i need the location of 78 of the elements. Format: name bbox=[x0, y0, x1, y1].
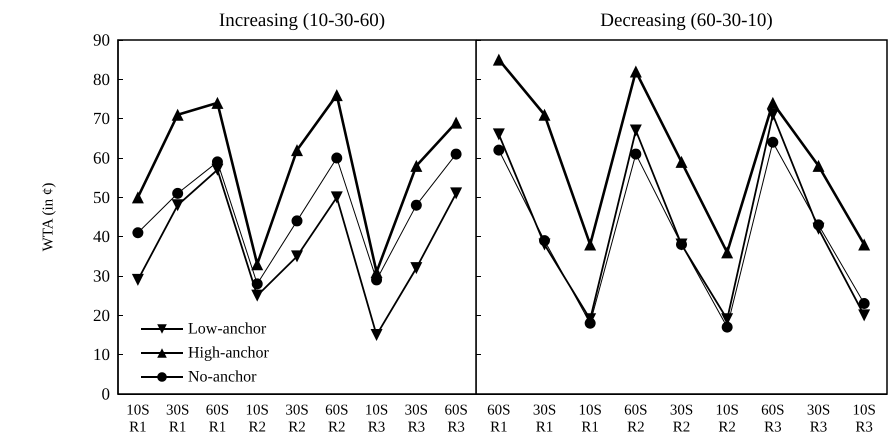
x-tick-label: 60S R3 bbox=[444, 402, 468, 436]
point bbox=[722, 322, 733, 333]
point bbox=[493, 144, 504, 156]
point bbox=[767, 136, 778, 148]
y-tick-label: 80 bbox=[93, 70, 110, 89]
x-tick-label: 10S R3 bbox=[852, 402, 876, 436]
chart-title: Decreasing (60-30-10) bbox=[600, 10, 773, 31]
y-tick-label: 60 bbox=[93, 148, 110, 168]
x-tick-label: 30S R3 bbox=[806, 402, 830, 436]
legend-label: No-anchor bbox=[188, 368, 258, 386]
point bbox=[410, 200, 422, 211]
point bbox=[330, 89, 343, 102]
point bbox=[676, 156, 688, 168]
point bbox=[813, 219, 824, 230]
point bbox=[211, 96, 224, 109]
point bbox=[172, 199, 184, 212]
point bbox=[539, 235, 550, 246]
y-tick-label: 10 bbox=[93, 345, 110, 364]
x-tick-label: 60S R1 bbox=[487, 402, 511, 436]
point bbox=[492, 128, 505, 140]
point bbox=[450, 116, 462, 129]
y-axis-title: WTA (in ¢) bbox=[40, 182, 56, 252]
point bbox=[766, 96, 779, 109]
point bbox=[538, 108, 550, 121]
y-tick-label: 70 bbox=[93, 109, 110, 128]
x-tick-label: 10S R3 bbox=[364, 402, 388, 436]
y-tick-label: 20 bbox=[93, 306, 110, 325]
point bbox=[292, 215, 302, 226]
point bbox=[766, 108, 779, 121]
point bbox=[330, 191, 343, 204]
point bbox=[172, 108, 184, 121]
y-tick-label: 90 bbox=[93, 30, 110, 50]
x-tick-label: 60S R2 bbox=[624, 402, 648, 436]
point bbox=[251, 290, 264, 302]
point bbox=[410, 160, 422, 172]
point bbox=[291, 250, 303, 262]
y-tick-label: 0 bbox=[102, 384, 110, 404]
point bbox=[858, 309, 870, 322]
point bbox=[132, 274, 144, 286]
point bbox=[252, 278, 263, 290]
point bbox=[450, 148, 462, 160]
point bbox=[132, 227, 144, 238]
point bbox=[858, 298, 870, 310]
x-tick-label: 60S R2 bbox=[325, 402, 348, 436]
x-tick-label: 30S R2 bbox=[670, 402, 694, 436]
x-tick-label: 10S R2 bbox=[715, 402, 739, 436]
x-tick-label: 10S R1 bbox=[578, 402, 602, 436]
x-tick-label: 10S R1 bbox=[126, 402, 150, 436]
point bbox=[584, 238, 596, 251]
point bbox=[630, 65, 642, 78]
x-tick-label: 30S R1 bbox=[166, 402, 190, 436]
x-tick-label: 60S R1 bbox=[206, 402, 230, 436]
point bbox=[812, 160, 824, 172]
y-tick-label: 30 bbox=[93, 266, 110, 286]
point bbox=[291, 144, 303, 156]
x-tick-label: 30S R3 bbox=[404, 402, 428, 436]
point bbox=[450, 187, 462, 200]
x-tick-label: 10S R2 bbox=[246, 402, 269, 436]
x-tick-label: 60S R3 bbox=[761, 402, 785, 436]
point bbox=[251, 258, 264, 270]
point bbox=[630, 124, 642, 136]
point bbox=[492, 54, 505, 66]
y-tick-label: 40 bbox=[93, 227, 110, 246]
legend-label: Low-anchor bbox=[188, 320, 267, 338]
chart-title: Increasing (10-30-60) bbox=[218, 10, 386, 31]
point bbox=[410, 262, 422, 274]
y-tick-label: 50 bbox=[93, 188, 110, 207]
point bbox=[584, 318, 596, 329]
point bbox=[172, 188, 184, 199]
point bbox=[858, 238, 870, 251]
x-tick-label: 30S R1 bbox=[532, 402, 556, 436]
legend-label: High-anchor bbox=[188, 344, 270, 362]
point bbox=[132, 191, 144, 204]
point bbox=[331, 152, 342, 164]
point bbox=[721, 246, 734, 258]
point bbox=[630, 148, 642, 160]
x-tick-label: 30S R2 bbox=[285, 402, 309, 436]
point bbox=[370, 329, 383, 341]
